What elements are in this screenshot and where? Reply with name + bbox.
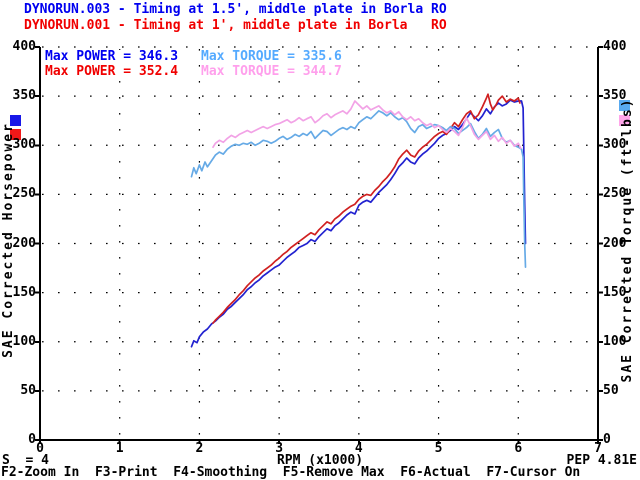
curve-torque-dynorun-001: [212, 100, 522, 150]
left-tick-label: 350: [12, 88, 36, 104]
app-version-label: PEP 4.81E: [566, 453, 637, 468]
legend-max-power-run001: Max POWER = 352.4: [44, 64, 180, 79]
left-tick-label: 0: [28, 432, 36, 447]
torque-series-swatch: [619, 100, 630, 111]
x-axis-label: RPM (x1000): [276, 453, 364, 468]
torque-series-swatch: [619, 115, 630, 126]
legend-max-torque-run001: Max TORQUE = 344.7: [200, 64, 343, 79]
function-key-bar: F2-Zoom In F3-Print F4-Smoothing F5-Remo…: [1, 466, 580, 480]
left-tick-label: 250: [12, 186, 36, 202]
right-tick-label: 300: [603, 137, 627, 153]
fkey-f2[interactable]: F2-Zoom In: [1, 465, 80, 480]
curve-power-dynorun-003: [190, 99, 527, 348]
left-tick-label: 300: [12, 137, 36, 153]
x-tick-label: 6: [514, 441, 523, 456]
right-tick-label: 350: [603, 88, 627, 104]
fkey-f4[interactable]: F4-Smoothing: [173, 465, 268, 480]
left-tick-label: 100: [12, 333, 36, 349]
run-title-1: DYNORUN.003 - Timing at 1.5', middle pla…: [24, 2, 447, 17]
power-series-swatch: [10, 115, 21, 126]
fkey-f6[interactable]: F6-Actual: [400, 465, 471, 480]
power-series-swatch: [10, 129, 21, 140]
legend-max-torque-run003: Max TORQUE = 335.6: [200, 49, 343, 64]
smoothing-status: S = 4: [2, 453, 49, 468]
fkey-f3[interactable]: F3-Print: [94, 465, 158, 480]
x-tick-label: 7: [594, 441, 602, 456]
left-tick-label: 400: [12, 39, 36, 54]
x-tick-label: 1: [115, 441, 124, 456]
fkey-f5[interactable]: F5-Remove Max: [282, 465, 385, 480]
x-tick-label: 3: [275, 441, 284, 456]
legend-max-power-run003: Max POWER = 346.3: [44, 49, 180, 64]
x-tick-label: 2: [195, 441, 204, 456]
right-tick-label: 200: [603, 235, 627, 251]
right-tick-label: 250: [603, 186, 627, 202]
x-tick-label: 5: [434, 441, 443, 456]
fkey-f7[interactable]: F7-Cursor On: [486, 465, 581, 480]
right-tick-label: 150: [603, 284, 627, 300]
run-title-2: DYNORUN.001 - Timing at 1', middle plate…: [24, 18, 447, 33]
left-tick-label: 200: [12, 235, 36, 251]
x-tick-label: 4: [354, 441, 363, 456]
right-tick-label: 100: [603, 333, 627, 349]
right-tick-label: 400: [603, 39, 627, 54]
left-tick-label: 50: [20, 382, 36, 398]
right-tick-label: 0: [603, 432, 611, 447]
right-tick-label: 50: [603, 382, 619, 398]
curve-power-dynorun-001: [212, 93, 521, 324]
left-tick-label: 150: [12, 284, 36, 300]
x-tick-label: 0: [36, 441, 44, 456]
